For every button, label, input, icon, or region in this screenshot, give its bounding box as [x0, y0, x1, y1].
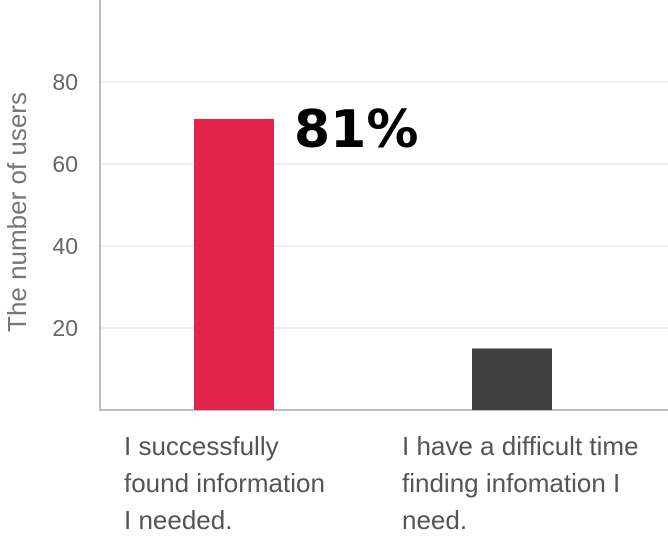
category-label-1: I successfully found information I needed. — [124, 428, 325, 539]
category-label-line: finding infomation I — [402, 468, 621, 498]
y-axis-title: The number of users — [2, 92, 32, 332]
y-tick-labels: 20 40 60 80 — [52, 69, 78, 341]
category-label-line: need. — [402, 505, 468, 535]
category-label-line: I needed. — [124, 505, 233, 535]
percentage-annotation: 81% — [294, 100, 418, 160]
category-label-line: I successfully — [124, 431, 279, 461]
y-tick-label: 40 — [52, 233, 78, 259]
y-tick-label: 60 — [52, 151, 78, 177]
category-label-line: I have a difficult time — [402, 431, 639, 461]
y-tick-label: 80 — [52, 69, 78, 95]
bar-1 — [194, 118, 274, 411]
bar-2 — [472, 348, 552, 410]
category-label-2: I have a difficult time finding infomatio… — [402, 428, 639, 539]
chart: 20 40 60 80 The number of users 81% — [2, 0, 668, 411]
category-label-line: found information — [124, 468, 325, 498]
bars — [194, 118, 552, 411]
y-tick-label: 20 — [52, 315, 78, 341]
